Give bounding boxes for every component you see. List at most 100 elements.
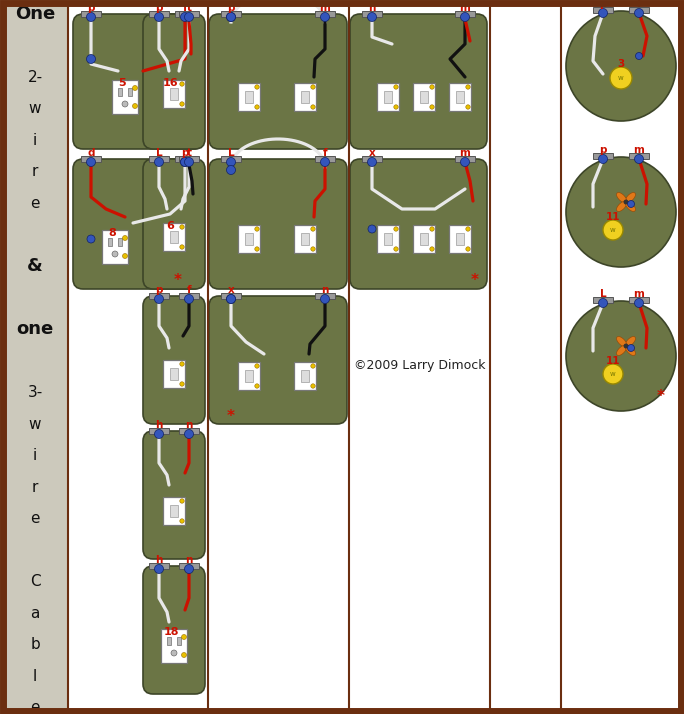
Circle shape <box>430 85 434 89</box>
Bar <box>3 3 68 711</box>
Circle shape <box>155 565 163 573</box>
Bar <box>245 233 253 245</box>
Circle shape <box>430 247 434 251</box>
Bar <box>420 91 428 103</box>
Bar <box>221 156 241 162</box>
Bar <box>377 225 399 253</box>
Circle shape <box>367 158 376 166</box>
Circle shape <box>181 635 187 640</box>
Circle shape <box>255 85 259 89</box>
Circle shape <box>180 519 184 523</box>
Circle shape <box>430 105 434 109</box>
Text: *: * <box>471 273 479 288</box>
Bar <box>179 156 199 162</box>
Circle shape <box>181 158 189 166</box>
Bar <box>163 360 185 388</box>
Bar <box>149 428 169 434</box>
Bar <box>149 11 169 17</box>
Circle shape <box>466 227 470 231</box>
Circle shape <box>181 653 187 658</box>
Bar <box>81 11 101 17</box>
Bar <box>294 362 316 390</box>
Circle shape <box>311 105 315 109</box>
Circle shape <box>180 499 184 503</box>
Circle shape <box>185 294 194 303</box>
Ellipse shape <box>616 201 627 211</box>
Bar <box>315 156 335 162</box>
Bar <box>238 225 260 253</box>
Bar <box>175 156 195 162</box>
Bar <box>315 11 335 17</box>
Text: m: m <box>633 145 644 155</box>
Bar <box>593 153 613 159</box>
Circle shape <box>603 364 623 384</box>
Text: p: p <box>599 145 607 155</box>
Text: L: L <box>228 148 235 158</box>
Bar <box>238 362 260 390</box>
Bar <box>629 297 649 303</box>
Text: t: t <box>187 3 192 13</box>
Text: e: e <box>30 511 40 526</box>
Bar <box>593 297 613 303</box>
Circle shape <box>155 13 163 21</box>
Bar <box>413 83 435 111</box>
Text: *: * <box>174 273 182 288</box>
Bar <box>161 629 187 663</box>
FancyBboxPatch shape <box>143 566 205 694</box>
Circle shape <box>181 158 189 166</box>
Circle shape <box>255 105 259 109</box>
Bar <box>362 11 382 17</box>
Bar <box>449 83 471 111</box>
Ellipse shape <box>616 346 627 356</box>
Circle shape <box>155 294 163 303</box>
Circle shape <box>460 158 469 166</box>
Bar <box>179 428 199 434</box>
Ellipse shape <box>616 336 627 346</box>
Circle shape <box>460 13 469 21</box>
Text: m: m <box>319 3 330 13</box>
Bar <box>301 370 309 382</box>
Circle shape <box>624 343 629 348</box>
Bar <box>456 91 464 103</box>
Text: h: h <box>155 420 163 430</box>
Circle shape <box>311 85 315 89</box>
FancyBboxPatch shape <box>209 296 347 424</box>
Circle shape <box>181 13 189 21</box>
Bar <box>179 563 199 569</box>
Circle shape <box>598 9 607 18</box>
Circle shape <box>321 158 330 166</box>
Bar <box>170 88 178 100</box>
Text: t: t <box>187 148 192 158</box>
Bar <box>455 11 475 17</box>
Text: i: i <box>33 448 37 463</box>
Text: d: d <box>88 148 95 158</box>
Bar <box>301 91 309 103</box>
Bar <box>179 11 199 17</box>
Text: h: h <box>155 555 163 565</box>
Bar <box>455 156 475 162</box>
Text: 5: 5 <box>118 78 126 88</box>
Bar <box>301 233 309 245</box>
Bar <box>118 88 122 96</box>
Text: ©2009 Larry Dimock: ©2009 Larry Dimock <box>354 360 486 373</box>
Circle shape <box>255 364 259 368</box>
Text: w: w <box>610 227 616 233</box>
Text: a: a <box>30 606 40 621</box>
Bar <box>629 153 649 159</box>
Bar <box>163 223 185 251</box>
Bar <box>175 11 195 17</box>
FancyBboxPatch shape <box>73 159 203 289</box>
Circle shape <box>627 201 635 208</box>
Ellipse shape <box>625 193 635 203</box>
Bar <box>167 637 171 645</box>
Bar <box>294 83 316 111</box>
Text: p: p <box>181 148 189 158</box>
Text: f: f <box>323 148 328 158</box>
Text: One: One <box>15 5 55 23</box>
Bar <box>149 156 169 162</box>
Text: 3: 3 <box>618 59 624 69</box>
Circle shape <box>180 245 184 249</box>
FancyBboxPatch shape <box>209 14 347 149</box>
Circle shape <box>466 85 470 89</box>
Text: C: C <box>29 574 40 589</box>
